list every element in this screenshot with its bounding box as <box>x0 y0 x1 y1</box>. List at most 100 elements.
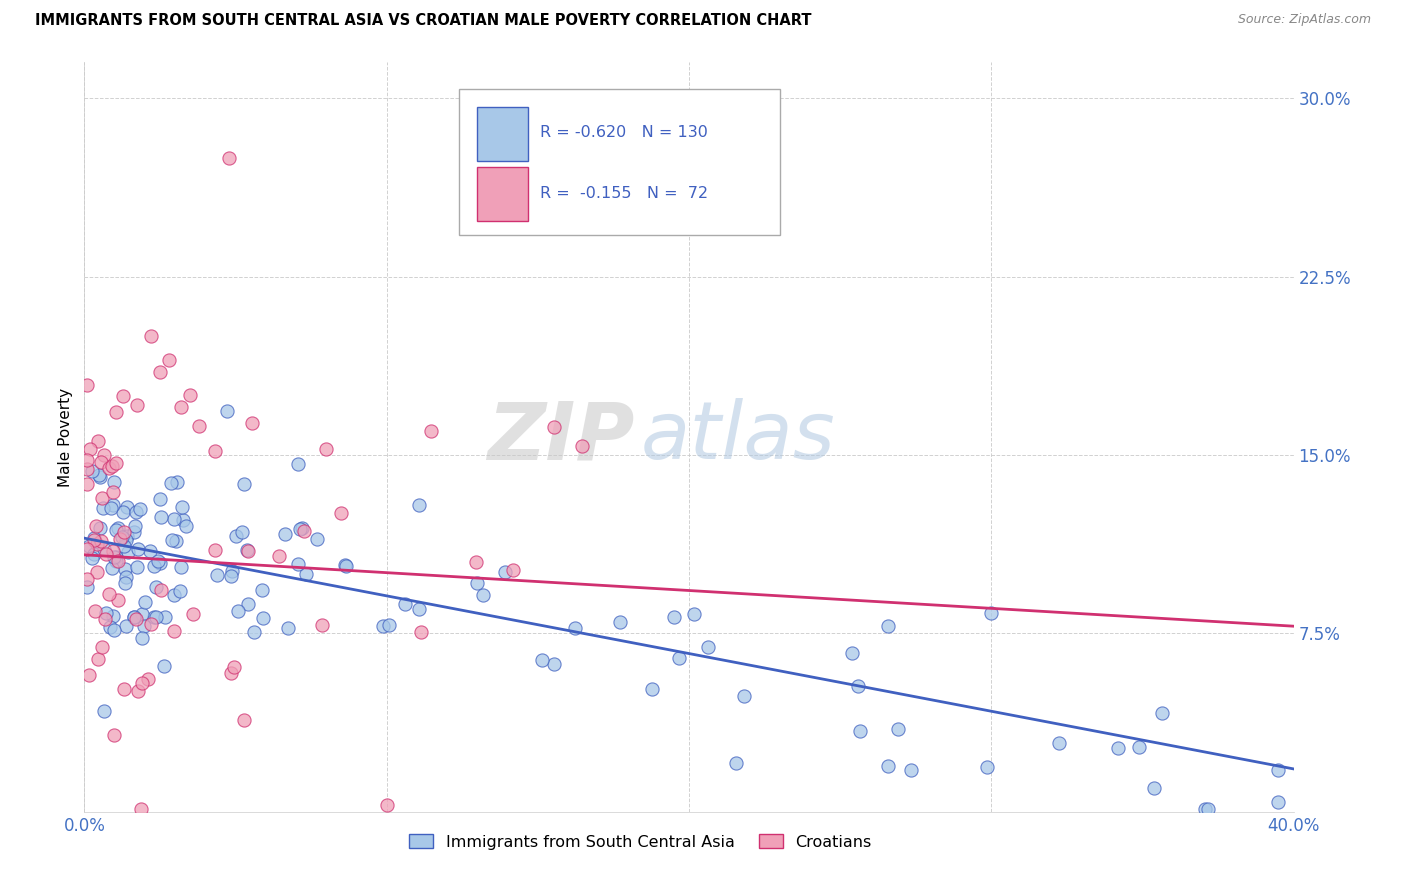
Point <box>252 610 274 624</box>
Point <box>242 625 264 640</box>
Point <box>149 510 172 524</box>
Point <box>89 521 111 535</box>
Legend: Immigrants from South Central Asia, Croatians: Immigrants from South Central Asia, Croa… <box>404 828 879 856</box>
Point <box>107 553 129 567</box>
Point <box>104 550 127 565</box>
Point <box>1150 706 1173 721</box>
Point <box>145 580 167 594</box>
Point <box>163 588 186 602</box>
Point <box>90 534 112 549</box>
Point <box>329 506 352 520</box>
Point <box>217 403 239 417</box>
Point <box>94 606 117 620</box>
Point <box>117 545 139 559</box>
Point <box>160 533 183 547</box>
Point <box>170 401 193 415</box>
Point <box>103 475 125 490</box>
Point <box>204 543 226 558</box>
Point <box>1047 736 1070 750</box>
Point <box>333 558 356 573</box>
Point <box>236 598 259 612</box>
Text: R =  -0.155   N =  72: R = -0.155 N = 72 <box>540 186 709 201</box>
Point <box>136 672 159 686</box>
Point <box>86 565 108 579</box>
Point <box>139 543 162 558</box>
Point <box>93 541 115 556</box>
Point <box>101 544 124 558</box>
Point <box>172 513 194 527</box>
Point <box>112 681 135 696</box>
Point <box>543 657 565 671</box>
Point <box>222 659 245 673</box>
Point <box>668 651 690 665</box>
Text: Source: ZipAtlas.com: Source: ZipAtlas.com <box>1237 13 1371 27</box>
Point <box>83 547 105 561</box>
Point <box>115 569 138 583</box>
Point <box>125 399 148 413</box>
Point <box>307 532 329 546</box>
Point <box>218 151 240 165</box>
Point <box>465 575 488 590</box>
Point <box>274 526 297 541</box>
Point <box>105 554 128 568</box>
Point <box>76 572 98 586</box>
Point <box>82 464 104 478</box>
Point <box>149 365 172 379</box>
Point <box>269 549 291 564</box>
Point <box>128 502 150 516</box>
Point <box>1267 795 1289 809</box>
Text: R = -0.620   N = 130: R = -0.620 N = 130 <box>540 125 709 140</box>
Point <box>375 797 398 812</box>
Point <box>571 439 593 453</box>
Point <box>294 566 316 581</box>
Point <box>530 653 553 667</box>
Point <box>733 689 755 703</box>
Point <box>115 500 138 514</box>
Point <box>163 624 186 638</box>
Point <box>134 595 156 609</box>
Point <box>76 580 98 594</box>
Point <box>315 442 337 457</box>
Point <box>143 558 166 573</box>
Point <box>94 612 117 626</box>
Point <box>846 679 869 693</box>
Point <box>502 563 524 577</box>
Point <box>169 584 191 599</box>
Point <box>131 631 153 645</box>
Point <box>174 519 197 533</box>
Point <box>394 597 416 611</box>
Point <box>288 522 311 536</box>
Point <box>143 610 166 624</box>
Point <box>103 608 125 623</box>
Point <box>76 462 98 476</box>
Point <box>129 801 152 815</box>
Point <box>100 501 122 516</box>
Point <box>471 588 494 602</box>
Point <box>225 529 247 543</box>
Point <box>724 756 747 771</box>
Point <box>124 519 146 533</box>
Point <box>465 555 488 569</box>
Point <box>170 500 193 514</box>
Point <box>378 618 401 632</box>
Point <box>877 759 900 773</box>
Point <box>84 604 107 618</box>
Point <box>153 659 176 673</box>
Point <box>287 558 309 572</box>
Point <box>170 560 193 574</box>
Point <box>125 611 148 625</box>
Point <box>101 485 124 500</box>
Point <box>127 542 149 557</box>
Point <box>107 521 129 535</box>
Point <box>335 559 357 574</box>
Point <box>115 533 138 548</box>
Point <box>148 553 170 567</box>
Point <box>231 525 253 540</box>
Point <box>163 512 186 526</box>
Point <box>149 583 172 598</box>
Point <box>240 416 263 430</box>
Point <box>77 667 100 681</box>
Point <box>105 456 128 470</box>
Point <box>204 444 226 458</box>
Point <box>84 519 107 533</box>
